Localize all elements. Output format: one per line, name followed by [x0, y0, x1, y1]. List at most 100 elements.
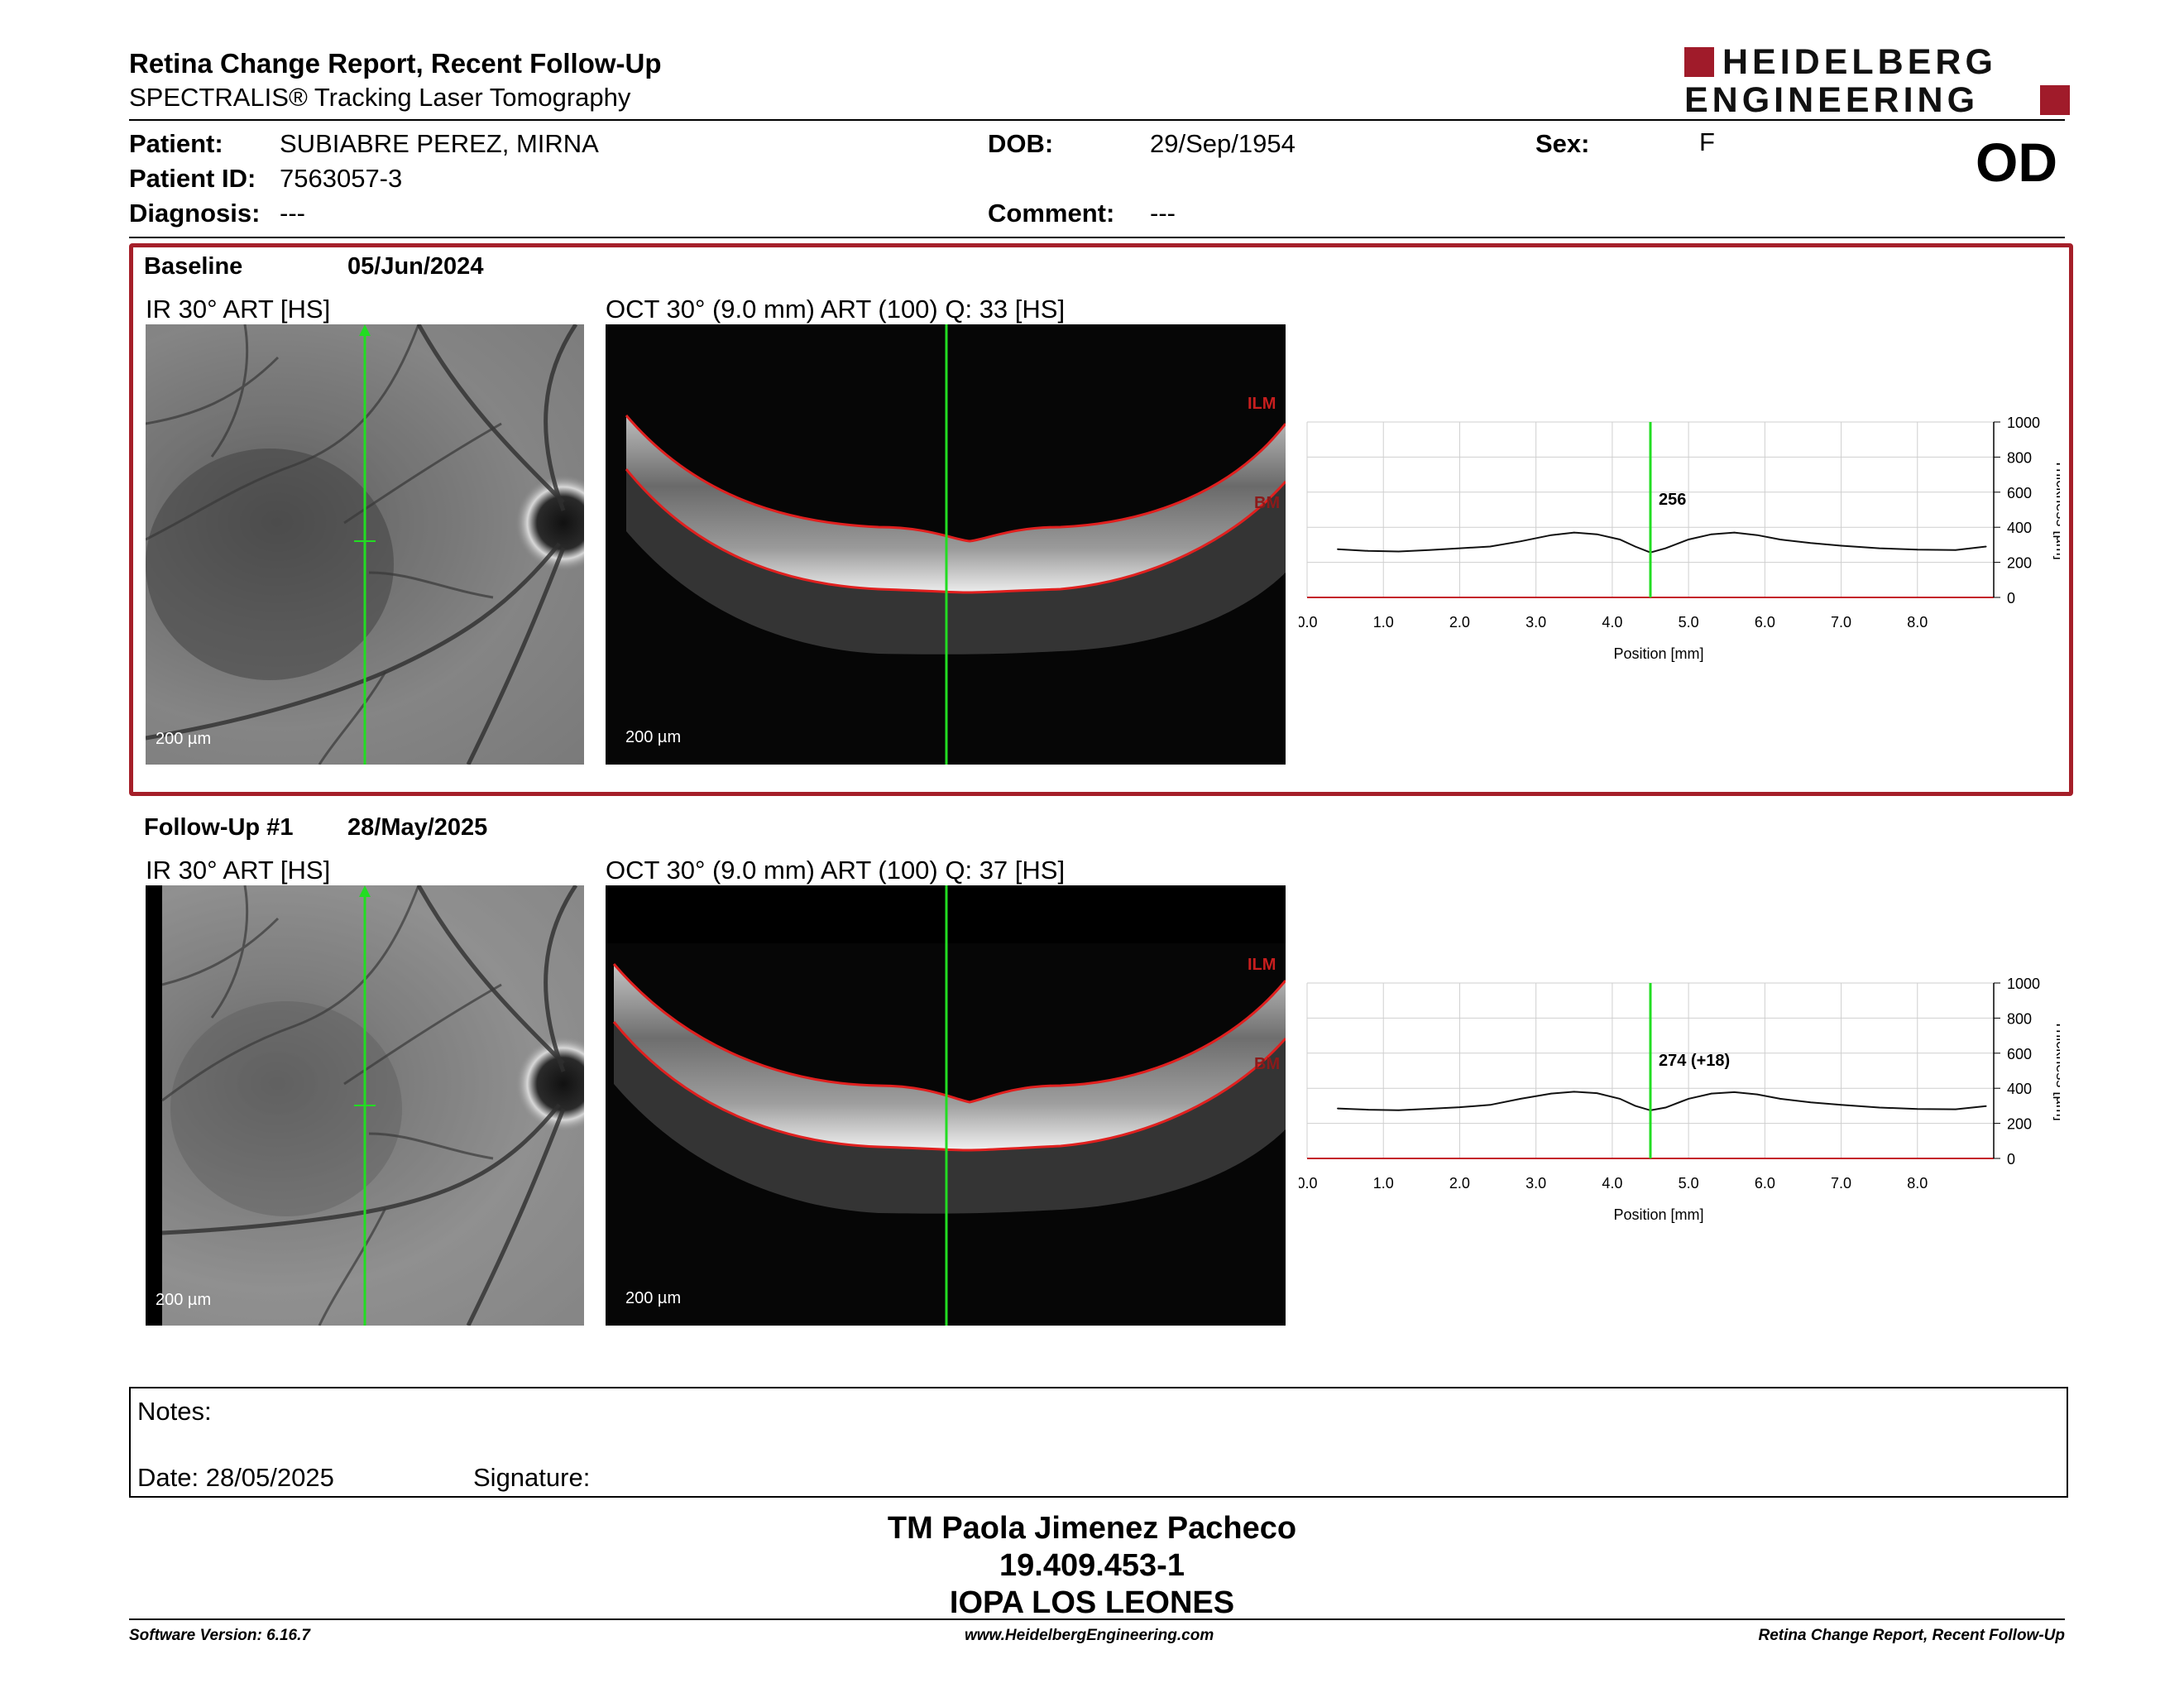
- y-tick-label: 200: [2007, 1116, 2032, 1133]
- followup-oct-caption: OCT 30° (9.0 mm) ART (100) Q: 37 [HS]: [606, 856, 1066, 885]
- followup-oct-scale: 200 µm: [625, 1289, 682, 1307]
- thickness-series-line: [1337, 1091, 1986, 1111]
- patient-id-label: Patient ID:: [129, 164, 256, 193]
- thickness-data-point: [1458, 547, 1461, 549]
- x-tick-label: 4.0: [1602, 614, 1622, 631]
- y-tick-label: 1000: [2007, 976, 2040, 992]
- x-tick-label: 7.0: [1831, 1175, 1851, 1192]
- y-axis-label: Thickness [µm]: [2053, 459, 2060, 559]
- thickness-data-point: [1955, 549, 1956, 551]
- x-tick-label: 7.0: [1831, 614, 1851, 631]
- thickness-data-point: [1756, 534, 1758, 536]
- followup-ir-scale: 200 µm: [156, 1291, 212, 1309]
- baseline-ir-caption: IR 30° ART [HS]: [146, 295, 331, 324]
- thickness-data-point: [1397, 1109, 1400, 1111]
- patient-name: SUBIABRE PEREZ, MIRNA: [280, 129, 599, 158]
- footer-software-version: Software Version: 6.16.7: [129, 1627, 310, 1644]
- thickness-data-point: [1634, 1105, 1636, 1107]
- baseline-oct-scale: 200 µm: [625, 728, 682, 746]
- patient-label: Patient:: [129, 129, 223, 158]
- thickness-data-point: [1550, 534, 1552, 536]
- patient-rule: [129, 237, 2065, 238]
- baseline-ir-image: 200 µm: [146, 324, 584, 765]
- thickness-data-point: [1367, 1109, 1369, 1110]
- signatory-org: IOPA LOS LEONES: [949, 1585, 1235, 1620]
- followup-oct-image: ILM BM 200 µm: [606, 885, 1286, 1326]
- followup-ilm-label: ILM: [1248, 956, 1276, 974]
- x-tick-label: 6.0: [1755, 614, 1775, 631]
- x-tick-label: 8.0: [1907, 1175, 1928, 1192]
- x-tick-label: 3.0: [1525, 614, 1546, 631]
- x-tick-label: 5.0: [1679, 614, 1699, 631]
- x-tick-label: 8.0: [1907, 614, 1928, 631]
- footer-report-name: Retina Change Report, Recent Follow-Up: [1758, 1627, 2065, 1644]
- x-axis-label: Position [mm]: [1613, 1206, 1703, 1223]
- baseline-bm-label: BM: [1254, 494, 1280, 512]
- followup-ir-image: 200 µm: [146, 885, 584, 1326]
- thickness-data-point: [1520, 540, 1522, 542]
- thickness-data-point: [1428, 1108, 1430, 1110]
- baseline-frame: [129, 243, 2073, 796]
- footer-website-link[interactable]: www.HeidelbergEngineering.com: [965, 1627, 1214, 1644]
- x-tick-label: 0.0: [1299, 1175, 1318, 1192]
- thickness-data-point: [1550, 1092, 1552, 1095]
- notes-label: Notes:: [137, 1397, 212, 1426]
- x-tick-label: 0.0: [1299, 614, 1318, 631]
- marker-value-label: 274 (+18): [1659, 1052, 1730, 1070]
- thickness-data-point: [1878, 1106, 1880, 1109]
- thickness-data-point: [1985, 1105, 1987, 1107]
- thickness-data-point: [1367, 550, 1369, 552]
- thickness-data-point: [1489, 1104, 1492, 1106]
- baseline-thickness-chart: 0 200 400 600 800 1000 0.0 1.0 2.0 3.0 4.0 5.0 6.0 7.…: [1299, 415, 2060, 662]
- signatory-id: 19.409.453-1: [999, 1548, 1185, 1583]
- x-tick-label: 5.0: [1679, 1175, 1699, 1192]
- x-tick-label: 6.0: [1755, 1175, 1775, 1192]
- y-axis-label: Thickness [µm]: [2053, 1020, 2060, 1120]
- y-tick-label: 1000: [2007, 415, 2040, 431]
- thickness-data-point: [1489, 545, 1492, 548]
- thickness-data-point: [1458, 1106, 1461, 1108]
- notes-box: Notes: Date: 28/05/2025 Signature:: [129, 1387, 2068, 1498]
- thickness-data-point: [1688, 539, 1689, 540]
- thickness-data-point: [1779, 1098, 1781, 1100]
- eye-indicator: OD: [1976, 132, 2057, 193]
- followup-ir-caption: IR 30° ART [HS]: [146, 856, 331, 885]
- signatory-block: TM Paola Jimenez Pacheco 19.409.453-1 IO…: [827, 1511, 1357, 1621]
- baseline-ilm-label: ILM: [1248, 395, 1276, 413]
- thickness-data-point: [1573, 1091, 1575, 1093]
- header-rule: [129, 119, 2065, 121]
- marker-value-label: 256: [1659, 491, 1686, 509]
- thickness-data-point: [1809, 542, 1812, 544]
- x-tick-label: 1.0: [1373, 614, 1394, 631]
- notes-date: Date: 28/05/2025: [137, 1463, 334, 1492]
- logo-word-engineering: ENGINEERING: [1684, 80, 1980, 120]
- report-subtitle: SPECTRALIS® Tracking Laser Tomography: [129, 83, 631, 112]
- x-tick-label: 1.0: [1373, 1175, 1394, 1192]
- logo-square-top: [1684, 47, 1714, 77]
- diagnosis-label: Diagnosis:: [129, 199, 261, 228]
- y-tick-label: 400: [2007, 520, 2032, 536]
- x-tick-label: 2.0: [1449, 614, 1470, 631]
- sex-value: F: [1699, 127, 1715, 156]
- baseline-oct-image: ILM BM 200 µm: [606, 324, 1286, 765]
- signatory-name: TM Paola Jimenez Pacheco: [887, 1511, 1297, 1546]
- thickness-data-point: [1710, 533, 1712, 535]
- dob-value: 29/Sep/1954: [1150, 129, 1296, 158]
- y-tick-label: 200: [2007, 555, 2032, 572]
- thickness-data-point: [1337, 1107, 1339, 1110]
- notes-signature-label: Signature:: [473, 1463, 591, 1492]
- followup-bscan-drawing: ILM BM: [606, 885, 1286, 1326]
- patient-id-value: 7563057-3: [280, 164, 403, 193]
- y-tick-label: 0: [2007, 1151, 2015, 1168]
- thickness-data-point: [1756, 1093, 1758, 1096]
- heidelberg-logo: HEIDELBERG ENGINEERING: [1684, 45, 2073, 119]
- y-tick-label: 400: [2007, 1081, 2032, 1097]
- thickness-data-point: [1337, 548, 1339, 550]
- thickness-data-point: [1916, 549, 1918, 551]
- thickness-data-point: [1916, 1108, 1918, 1110]
- thickness-data-point: [1664, 547, 1667, 549]
- thickness-data-point: [1619, 539, 1621, 540]
- followup-date: 28/May/2025: [347, 814, 488, 841]
- thickness-data-point: [1520, 1098, 1522, 1100]
- thickness-series-line: [1337, 531, 1986, 554]
